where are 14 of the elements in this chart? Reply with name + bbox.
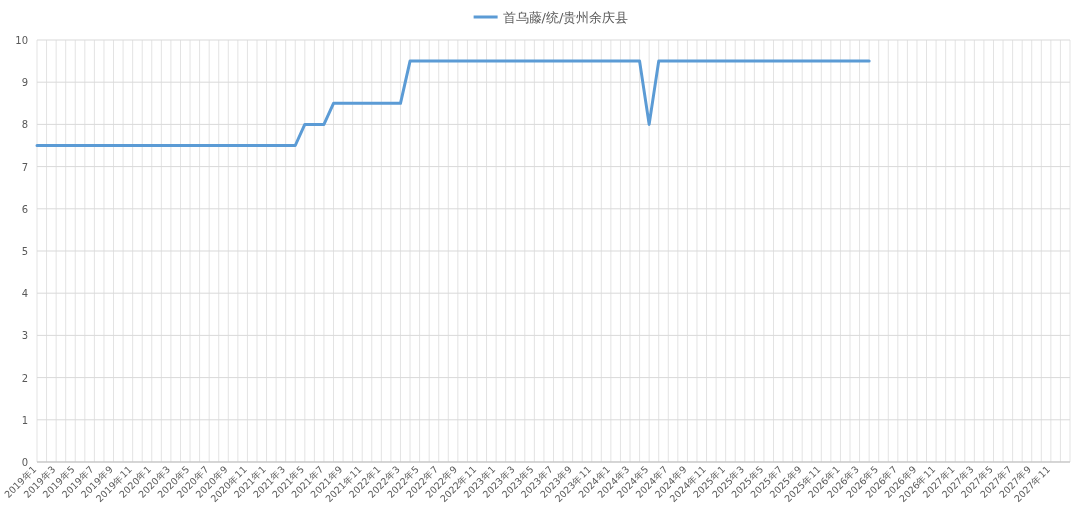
y-tick-label: 2 [21,372,28,384]
y-tick-label: 7 [21,161,28,173]
y-tick-label: 0 [21,457,28,468]
y-tick-label: 5 [21,246,28,257]
legend: 首乌藤/统/贵州余庆县 [473,10,629,25]
y-tick-label: 3 [21,330,28,342]
y-tick-label: 8 [21,119,28,131]
line-series [35,59,871,147]
y-tick-label: 4 [21,288,28,300]
y-tick-label: 10 [15,35,28,46]
y-tick-label: 1 [21,414,28,426]
legend-label: 首乌藤/统/贵州余庆县 [502,10,629,25]
y-tick-label: 6 [21,203,28,215]
y-tick-label: 9 [21,77,28,89]
